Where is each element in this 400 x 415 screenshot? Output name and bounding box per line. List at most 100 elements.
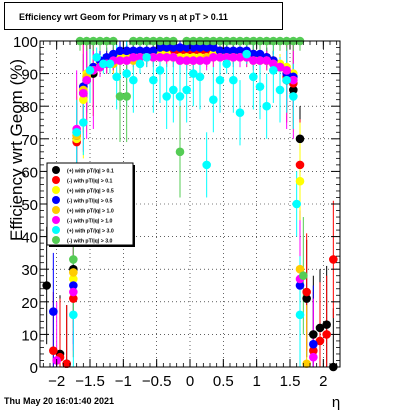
data-point-3	[79, 95, 88, 104]
y-tick-label: 50	[21, 197, 38, 214]
data-point-6	[122, 56, 131, 65]
data-point-7	[112, 72, 121, 82]
data-point-6	[135, 53, 145, 62]
legend-marker	[52, 236, 60, 244]
x-tick-label: 2	[319, 373, 327, 390]
data-point-6	[175, 56, 185, 65]
data-point-4	[162, 43, 171, 52]
data-point-4	[155, 43, 165, 52]
y-tick-label: 0	[30, 360, 38, 377]
data-point-5	[295, 264, 305, 274]
data-point-7	[182, 85, 191, 95]
x-tick-label: 0.5	[213, 373, 234, 390]
data-point-7	[282, 75, 291, 85]
data-point-2	[302, 287, 311, 297]
data-point-6	[249, 56, 258, 65]
data-point-4	[249, 49, 258, 59]
legend-marker	[52, 186, 60, 194]
data-point-6	[195, 56, 205, 65]
data-point-4	[109, 49, 118, 59]
data-point-7	[105, 59, 115, 69]
data-point-6	[235, 53, 245, 62]
data-point-5	[69, 268, 78, 277]
legend-marker	[52, 176, 60, 184]
data-point-4	[69, 281, 78, 290]
data-point-7	[99, 59, 108, 69]
data-point-7	[85, 66, 95, 75]
data-point-6	[162, 53, 171, 62]
data-point-6	[129, 53, 138, 62]
y-tick-label: 10	[21, 327, 38, 344]
x-tick-label: 0	[186, 373, 194, 390]
data-point-7	[242, 49, 251, 59]
legend-label: (-) with pT/|q| > 0.5	[67, 199, 113, 205]
data-point-7	[162, 92, 171, 101]
data-point-6	[155, 53, 165, 62]
data-point-2	[62, 359, 71, 369]
legend-box	[46, 162, 134, 246]
data-point-3	[69, 274, 78, 284]
data-point-1	[322, 320, 331, 329]
data-point-6	[209, 53, 218, 62]
data-point-7	[275, 85, 285, 95]
data-point-1	[309, 330, 318, 339]
x-tick-label: −2	[48, 373, 65, 390]
data-point-4	[235, 46, 245, 56]
data-point-7	[215, 75, 225, 85]
data-point-3	[295, 176, 305, 186]
legend-label: (+) with pT/|q| > 0.5	[67, 189, 114, 195]
legend-marker	[52, 216, 60, 224]
data-point-4	[122, 46, 131, 56]
data-point-6	[189, 56, 198, 65]
data-point-7	[292, 199, 301, 209]
data-point-6	[222, 53, 231, 62]
data-point-2	[315, 336, 325, 346]
chart-title: Efficiency wrt Geom for Primary vs η at …	[19, 12, 228, 22]
data-point-2	[309, 346, 318, 356]
data-point-8	[69, 255, 78, 264]
x-tick-label: 1	[252, 373, 260, 390]
data-point-4	[295, 281, 305, 290]
data-point-4	[202, 43, 211, 52]
legend-label: (+) with pT/|q| > 3.0	[67, 229, 114, 235]
title-box: Efficiency wrt Geom for Primary vs η at …	[4, 2, 283, 30]
data-point-7	[79, 118, 88, 127]
data-point-7	[255, 82, 265, 91]
legend-label: (-) with pT/|q| > 0.1	[67, 179, 113, 185]
data-point-5	[302, 359, 311, 369]
data-point-6	[289, 75, 298, 85]
y-tick-label: 40	[21, 230, 38, 247]
data-point-2	[69, 294, 78, 303]
data-point-4	[115, 46, 125, 56]
data-point-7	[175, 92, 185, 101]
legend-marker	[52, 196, 60, 204]
data-point-4	[149, 46, 158, 56]
data-point-7	[142, 53, 151, 62]
data-point-6	[309, 352, 318, 362]
x-axis-label: η	[332, 394, 340, 410]
y-tick-label: 60	[21, 164, 38, 181]
legend-marker	[52, 166, 60, 174]
legend-label: (+) with pT/|q| > 1.0	[67, 209, 114, 215]
data-point-7	[209, 95, 218, 104]
timestamp: Thu May 20 16:01:40 2021	[4, 396, 115, 406]
data-point-4	[49, 307, 58, 316]
data-point-7	[222, 59, 231, 69]
x-tick-label: 1.5	[280, 373, 301, 390]
data-point-4	[309, 339, 318, 349]
data-point-7	[269, 66, 278, 75]
data-point-8	[175, 147, 185, 157]
legend-label: (+) with pT/|q| > 0.1	[67, 169, 114, 175]
data-point-4	[182, 43, 191, 52]
data-point-7	[262, 101, 271, 111]
data-point-8	[299, 271, 308, 281]
axis-ticks: −2 −1.5 −1 −0.5 0 0.5 1 1.5 20102030405060708090…	[13, 34, 340, 390]
data-point-4	[255, 49, 265, 59]
data-point-7	[289, 92, 298, 101]
data-point-4	[169, 43, 178, 52]
data-point-4	[229, 46, 238, 56]
data-point-7	[202, 160, 211, 170]
data-point-6	[182, 56, 191, 65]
data-point-7	[92, 53, 101, 62]
